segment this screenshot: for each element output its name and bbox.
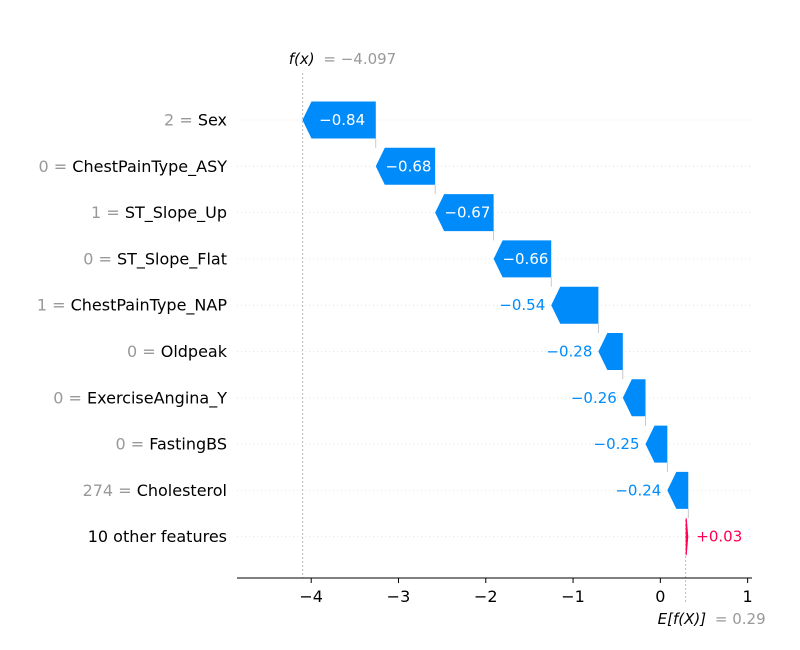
- waterfall-bar: [622, 379, 646, 417]
- feature-label: 1 = ST_Slope_Up: [91, 203, 227, 223]
- feature-equals: =: [63, 388, 87, 407]
- x-tick-label: −1: [561, 587, 585, 606]
- feature-equals: =: [174, 111, 198, 130]
- waterfall-bar: [375, 147, 436, 185]
- x-axis: −4 −3 −2 −1 0 1: [237, 577, 753, 606]
- bar-value-label: −0.84: [319, 111, 365, 129]
- feature-equals: =: [49, 157, 73, 176]
- feature-equals: =: [101, 203, 125, 222]
- bar-value-label: −0.68: [385, 157, 431, 175]
- feature-name: Oldpeak: [161, 342, 228, 361]
- feature-label: 0 = ExerciseAngina_Y: [53, 388, 227, 408]
- feature-label: 0 = ChestPainType_ASY: [39, 157, 228, 177]
- waterfall-bar: [551, 286, 599, 324]
- feature-label: 274 = Cholesterol: [83, 481, 227, 500]
- feature-value: 0: [115, 435, 125, 454]
- bar-value-label: −0.28: [546, 343, 592, 361]
- guide-lines: [302, 73, 689, 602]
- bar-value-label: −0.25: [594, 435, 640, 453]
- feature-name: Sex: [198, 111, 227, 130]
- x-tick-label: 0: [655, 587, 665, 606]
- feature-equals: =: [93, 249, 117, 268]
- x-tick-label: −3: [387, 587, 411, 606]
- row-gridlines: [237, 119, 752, 538]
- feature-label: 1 = ChestPainType_NAP: [37, 296, 228, 316]
- ex-label-value: = 0.29: [715, 610, 766, 628]
- waterfall-bar: [435, 194, 494, 232]
- bar-value-label: +0.03: [696, 528, 742, 546]
- feature-equals: =: [47, 296, 71, 315]
- feature-value: 2: [164, 111, 174, 130]
- feature-name: ChestPainType_ASY: [72, 157, 227, 177]
- feature-value: 0: [39, 157, 49, 176]
- waterfall-bar: [598, 333, 623, 370]
- feature-value: 0: [127, 342, 137, 361]
- feature-label: 0 = Oldpeak: [127, 342, 228, 361]
- feature-name: ST_Slope_Flat: [117, 249, 227, 269]
- feature-equals: =: [126, 435, 150, 454]
- waterfall-bar: [302, 101, 376, 139]
- waterfall-bar: [645, 425, 668, 463]
- feature-name: 10 other features: [88, 527, 227, 546]
- fx-label: f(x) = −4.097: [289, 50, 397, 68]
- feature-label: 10 other features: [88, 527, 227, 546]
- waterfall-bar: [685, 518, 689, 556]
- feature-name: Cholesterol: [137, 481, 227, 500]
- feature-value: 1: [37, 296, 47, 315]
- feature-name: ST_Slope_Up: [125, 203, 227, 223]
- bar-value-label: −0.67: [444, 204, 490, 222]
- feature-value: 274: [83, 481, 114, 500]
- feature-label: 0 = FastingBS: [115, 435, 227, 454]
- waterfall-bar: [493, 240, 552, 278]
- bar-value-label: −0.24: [615, 481, 661, 499]
- fx-annotation: f(x) = −4.097: [289, 50, 397, 68]
- feature-labels: 2 = Sex 0 = ChestPainType_ASY 1 = ST_Slope…: [37, 111, 228, 547]
- feature-name: ExerciseAngina_Y: [87, 388, 227, 408]
- feature-value: 0: [53, 388, 63, 407]
- feature-label: 0 = ST_Slope_Flat: [83, 249, 227, 269]
- waterfall-bar: [667, 471, 689, 509]
- feature-equals: =: [137, 342, 161, 361]
- ex-annotation: E[f(X)] = 0.29: [658, 610, 766, 628]
- bar-value-label: −0.26: [571, 389, 617, 407]
- bar-value-label: −0.54: [499, 296, 545, 314]
- ex-label: E[f(X)] = 0.29: [658, 610, 766, 628]
- feature-label: 2 = Sex: [164, 111, 227, 130]
- fx-label-value: = −4.097: [323, 50, 396, 68]
- bar-value-label: −0.66: [502, 250, 548, 268]
- fx-label-name: f(x): [289, 50, 315, 68]
- x-tick-label: −4: [299, 587, 323, 606]
- feature-value: 1: [91, 203, 101, 222]
- feature-name: FastingBS: [149, 435, 227, 454]
- x-tick-label: −2: [474, 587, 498, 606]
- ex-label-name: E[f(X)]: [658, 610, 707, 628]
- feature-value: 0: [83, 249, 93, 268]
- feature-equals: =: [113, 481, 137, 500]
- x-tick-label: 1: [743, 587, 753, 606]
- feature-name: ChestPainType_NAP: [71, 296, 228, 316]
- bars: −0.84 −0.68 −0.67 −0.66 −0.54 −0.28 −0.26 −0.25…: [302, 101, 742, 556]
